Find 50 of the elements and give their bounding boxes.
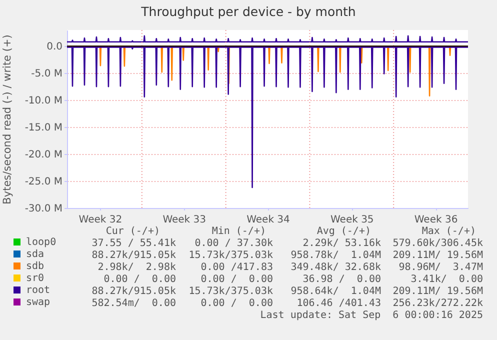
text: 0.00 / 0.00 (104, 274, 176, 286)
text: 0.00 / 37.30k (194, 238, 273, 250)
y-tick-label: 0.0 (46, 42, 62, 53)
text: 106.46 /401.43 (296, 298, 381, 310)
text: 37.55 / 55.41k (92, 238, 176, 250)
legend-label: loop0 (26, 237, 56, 248)
legend-label: sda (26, 249, 44, 260)
x-tick-label: Week 32 (78, 214, 122, 226)
y-tick-label: -25.0 M (24, 176, 62, 188)
text: 349.48k/ 32.68k (290, 262, 381, 274)
y-tick-label: -20.0 M (24, 150, 62, 161)
y-tick-label: -10.0 M (24, 96, 62, 107)
text: 98.96M/ 3.47M (398, 262, 483, 274)
text: 15.73k/375.03k (188, 286, 273, 298)
text: 15.73k/375.03k (188, 250, 273, 262)
text: 209.11M/ 19.56M (392, 250, 483, 262)
text: 3.41k/ 0.00 (410, 274, 483, 286)
text: 36.98 / 0.00 (302, 274, 381, 286)
y-tick-label: -5.0 M (31, 68, 62, 80)
text: 88.27k/915.05k (92, 286, 176, 298)
text: 88.27k/915.05k (92, 250, 176, 262)
x-tick-label: Week 34 (246, 214, 290, 226)
text: 256.23k/272.22k (392, 298, 483, 310)
y-tick-label: -15.0 M (24, 122, 62, 134)
line-series (67, 46, 468, 188)
chart-title: Throughput per device - by month (140, 4, 356, 19)
y-tick-label: -30.0 M (24, 204, 62, 214)
text: 2.29k/ 53.16k (302, 238, 381, 250)
text: 0.00 / 0.00 (200, 298, 273, 310)
text: 0.00 / 0.00 (200, 274, 273, 286)
y-axis-title: Bytes/second read (-) / write (+) (2, 34, 14, 204)
text: 958.78k/ 1.04M (290, 250, 381, 262)
text: Avg (-/+) (316, 226, 371, 238)
x-tick-label: Week 36 (414, 214, 458, 226)
text: 2.98k/ 2.98k (98, 262, 176, 274)
text: Min (-/+) (212, 226, 266, 238)
text: Cur (-/+) (106, 226, 160, 238)
x-tick-label: Week 35 (330, 214, 374, 226)
x-tick-label: Week 33 (162, 214, 206, 226)
legend-label: sdb (26, 261, 44, 272)
text: 579.60k/306.45k (392, 238, 483, 250)
legend-label: root (26, 285, 50, 296)
text: 958.64k/ 1.04M (290, 286, 381, 298)
text: 582.54m/ 0.00 (92, 298, 176, 310)
text: Max (-/+) (422, 226, 476, 238)
legend-label: sr0 (26, 273, 44, 284)
text: 0.00 /417.83 (200, 262, 273, 274)
text: 209.11M/ 19.56M (392, 286, 483, 298)
legend-label: swap (26, 297, 50, 308)
text: Last update: Sat Sep 6 00:00:16 2025 (260, 310, 483, 322)
